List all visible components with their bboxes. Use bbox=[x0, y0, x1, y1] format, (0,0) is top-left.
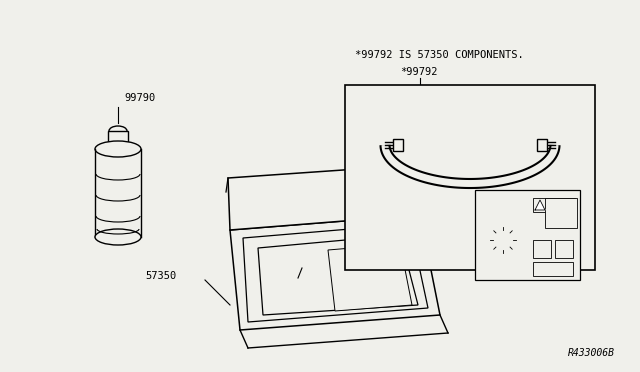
Bar bbox=[537, 139, 547, 151]
Polygon shape bbox=[328, 244, 412, 311]
Text: R433006B: R433006B bbox=[568, 348, 615, 358]
Ellipse shape bbox=[109, 126, 127, 136]
Bar bbox=[393, 139, 403, 151]
Text: 57350: 57350 bbox=[145, 271, 176, 281]
Ellipse shape bbox=[95, 141, 141, 157]
Text: *99792: *99792 bbox=[400, 67, 438, 77]
Bar bbox=[108, 131, 128, 149]
Polygon shape bbox=[258, 235, 418, 315]
Ellipse shape bbox=[557, 209, 565, 217]
Text: NOT FOR SALE: NOT FOR SALE bbox=[500, 176, 566, 185]
Bar bbox=[533, 198, 575, 212]
Ellipse shape bbox=[285, 268, 311, 288]
Polygon shape bbox=[243, 224, 428, 322]
Text: 99790: 99790 bbox=[124, 93, 156, 103]
Ellipse shape bbox=[481, 218, 525, 262]
Bar bbox=[475, 190, 580, 280]
Polygon shape bbox=[228, 165, 420, 230]
Bar bbox=[345, 85, 595, 270]
Bar bbox=[533, 262, 573, 276]
Bar bbox=[545, 198, 577, 228]
Bar bbox=[533, 240, 551, 258]
Bar bbox=[555, 240, 573, 258]
Polygon shape bbox=[535, 200, 545, 210]
Text: *99792 IS 57350 COMPONENTS.: *99792 IS 57350 COMPONENTS. bbox=[355, 50, 524, 60]
Ellipse shape bbox=[552, 204, 570, 222]
Polygon shape bbox=[230, 215, 440, 330]
Ellipse shape bbox=[276, 260, 320, 296]
Ellipse shape bbox=[95, 229, 141, 245]
Ellipse shape bbox=[489, 226, 517, 254]
